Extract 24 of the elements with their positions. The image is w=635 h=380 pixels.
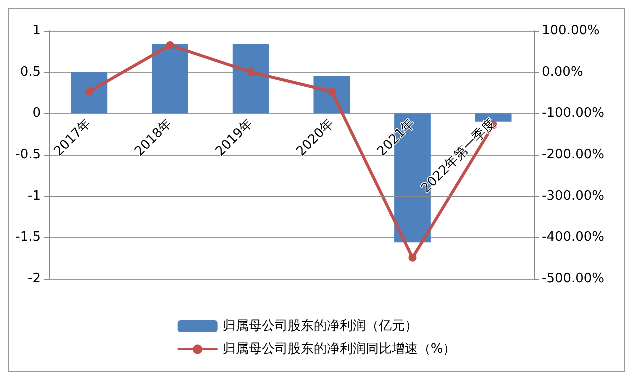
- y-tick-label: 0: [32, 106, 41, 122]
- point: [166, 41, 174, 50]
- bar: [71, 72, 108, 114]
- legend-label: 归属母公司股东的净利润同比增速（%）: [222, 342, 456, 357]
- y-tick-label: -1: [28, 188, 41, 204]
- bar: [152, 44, 188, 114]
- y-tick-label: -2: [28, 272, 41, 286]
- point: [408, 254, 417, 262]
- y-tick-label: 0.5: [20, 64, 41, 80]
- y2-tick-label: -500.00%: [542, 272, 605, 286]
- y2-tick-label: 100.00%: [542, 24, 600, 38]
- point: [247, 68, 256, 76]
- y-tick-label: 1: [32, 24, 41, 38]
- y-tick-label: -0.5: [16, 148, 41, 162]
- y2-tick-label: -300.00%: [542, 188, 605, 204]
- y2-tick-label: -400.00%: [542, 230, 605, 246]
- point: [85, 88, 94, 96]
- y2-tick-label: -200.00%: [542, 148, 605, 162]
- point: [328, 88, 336, 96]
- y2-tick-label: -100.00%: [542, 106, 605, 122]
- y-tick-label: -1.5: [16, 230, 41, 246]
- bar: [232, 44, 270, 114]
- legend-label: 归属母公司股东的净利润（亿元）: [222, 319, 418, 334]
- y2-tick-label: 0.00%: [542, 64, 584, 80]
